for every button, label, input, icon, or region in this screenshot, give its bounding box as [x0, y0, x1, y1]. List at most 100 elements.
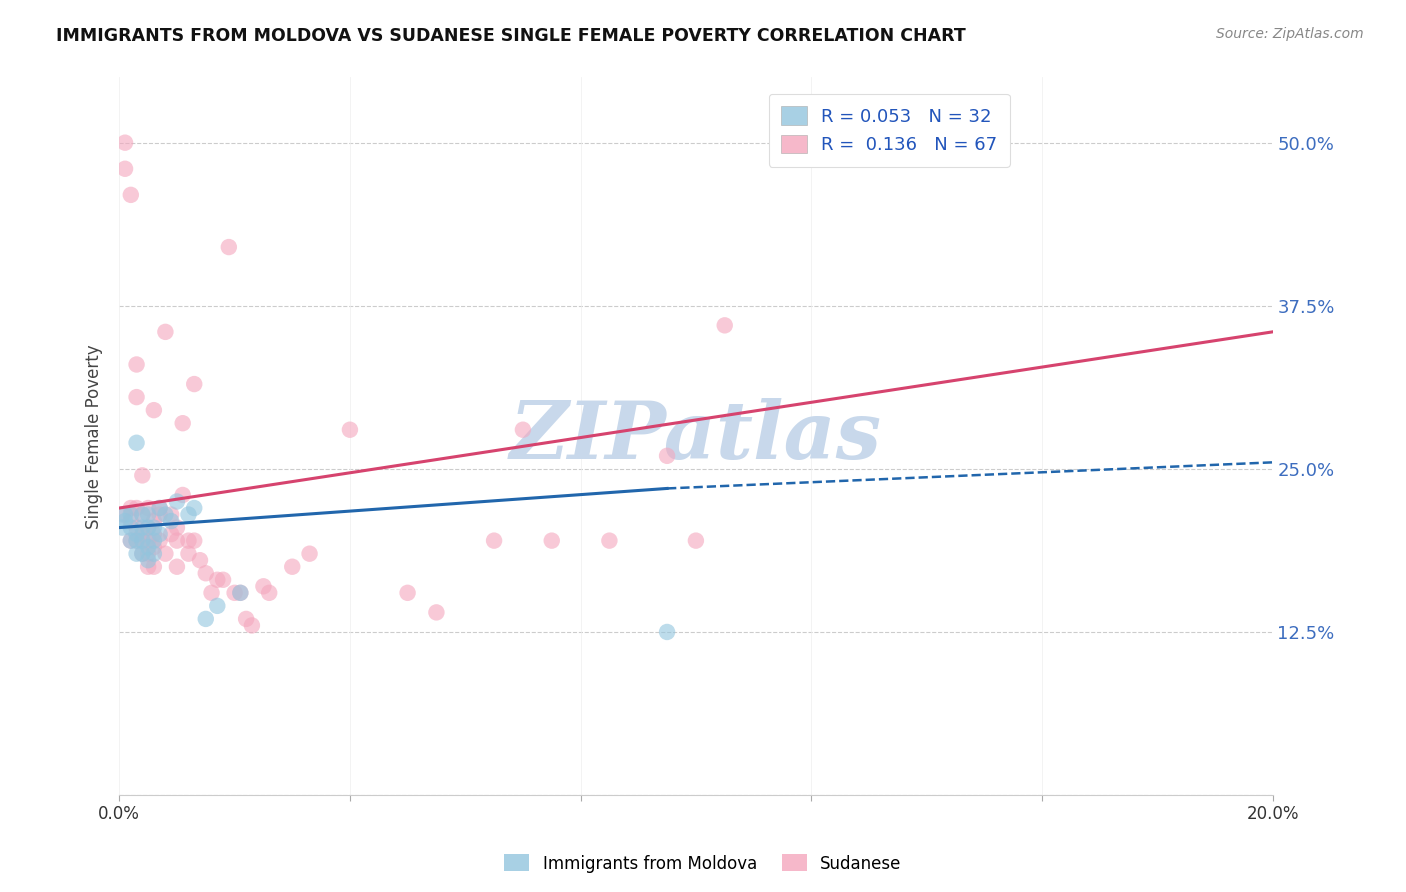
- Point: [252, 579, 274, 593]
- Point: [149, 527, 172, 541]
- Point: [136, 559, 159, 574]
- Point: [136, 520, 159, 534]
- Point: [149, 533, 172, 548]
- Point: [125, 358, 148, 372]
- Point: [149, 508, 172, 522]
- Point: [114, 161, 136, 176]
- Point: [155, 547, 177, 561]
- Point: [155, 325, 177, 339]
- Point: [142, 540, 165, 554]
- Point: [177, 547, 200, 561]
- Point: [166, 559, 188, 574]
- Point: [136, 540, 159, 554]
- Point: [183, 533, 205, 548]
- Point: [114, 136, 136, 150]
- Point: [142, 559, 165, 574]
- Point: [131, 547, 153, 561]
- Point: [598, 533, 620, 548]
- Point: [125, 533, 148, 548]
- Legend: R = 0.053   N = 32, R =  0.136   N = 67: R = 0.053 N = 32, R = 0.136 N = 67: [769, 94, 1010, 167]
- Point: [142, 514, 165, 528]
- Point: [136, 547, 159, 561]
- Point: [218, 240, 240, 254]
- Point: [136, 533, 159, 548]
- Point: [160, 508, 183, 522]
- Point: [131, 508, 153, 522]
- Point: [120, 514, 142, 528]
- Point: [172, 416, 194, 430]
- Point: [396, 586, 419, 600]
- Point: [166, 494, 188, 508]
- Point: [425, 606, 447, 620]
- Point: [166, 520, 188, 534]
- Point: [482, 533, 505, 548]
- Point: [160, 527, 183, 541]
- Point: [114, 508, 136, 522]
- Point: [111, 520, 134, 534]
- Point: [131, 533, 153, 548]
- Point: [125, 390, 148, 404]
- Text: IMMIGRANTS FROM MOLDOVA VS SUDANESE SINGLE FEMALE POVERTY CORRELATION CHART: IMMIGRANTS FROM MOLDOVA VS SUDANESE SING…: [56, 27, 966, 45]
- Point: [142, 533, 165, 548]
- Point: [120, 533, 142, 548]
- Legend: Immigrants from Moldova, Sudanese: Immigrants from Moldova, Sudanese: [498, 847, 908, 880]
- Point: [114, 514, 136, 528]
- Point: [131, 547, 153, 561]
- Point: [142, 527, 165, 541]
- Point: [125, 547, 148, 561]
- Point: [540, 533, 562, 548]
- Point: [142, 403, 165, 417]
- Point: [160, 514, 183, 528]
- Point: [177, 533, 200, 548]
- Point: [125, 527, 148, 541]
- Point: [172, 488, 194, 502]
- Point: [131, 527, 153, 541]
- Point: [177, 508, 200, 522]
- Point: [125, 533, 148, 548]
- Point: [229, 586, 252, 600]
- Point: [512, 423, 534, 437]
- Point: [149, 501, 172, 516]
- Point: [339, 423, 361, 437]
- Point: [136, 501, 159, 516]
- Text: Source: ZipAtlas.com: Source: ZipAtlas.com: [1216, 27, 1364, 41]
- Point: [183, 501, 205, 516]
- Point: [655, 624, 678, 639]
- Point: [125, 501, 148, 516]
- Text: ZIPatlas: ZIPatlas: [510, 398, 882, 475]
- Point: [136, 508, 159, 522]
- Point: [131, 533, 153, 548]
- Point: [125, 520, 148, 534]
- Point: [183, 377, 205, 392]
- Point: [120, 501, 142, 516]
- Point: [166, 533, 188, 548]
- Point: [142, 547, 165, 561]
- Point: [120, 508, 142, 522]
- Point: [685, 533, 707, 548]
- Point: [655, 449, 678, 463]
- Point: [120, 520, 142, 534]
- Point: [207, 573, 229, 587]
- Point: [194, 566, 217, 581]
- Point: [131, 508, 153, 522]
- Point: [111, 508, 134, 522]
- Point: [257, 586, 280, 600]
- Point: [207, 599, 229, 613]
- Point: [142, 520, 165, 534]
- Point: [120, 187, 142, 202]
- Point: [229, 586, 252, 600]
- Point: [188, 553, 211, 567]
- Y-axis label: Single Female Poverty: Single Female Poverty: [86, 344, 103, 529]
- Point: [131, 520, 153, 534]
- Point: [298, 547, 321, 561]
- Point: [120, 533, 142, 548]
- Point: [149, 501, 172, 516]
- Point: [131, 468, 153, 483]
- Point: [136, 520, 159, 534]
- Point: [200, 586, 222, 600]
- Point: [713, 318, 735, 333]
- Point: [212, 573, 235, 587]
- Point: [194, 612, 217, 626]
- Point: [240, 618, 263, 632]
- Point: [281, 559, 304, 574]
